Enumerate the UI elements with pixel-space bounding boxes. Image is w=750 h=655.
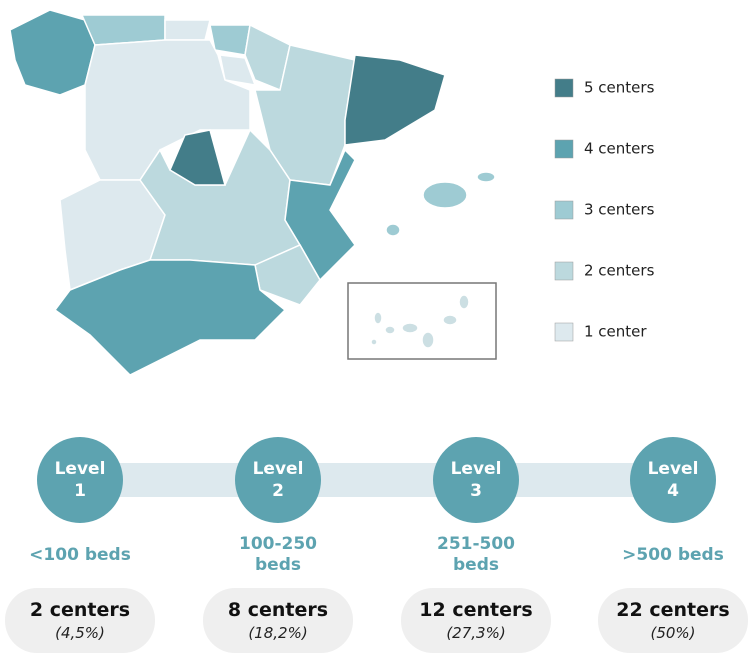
centers-pill: 12 centers (27,3%) [401, 588, 551, 653]
region [344, 54, 446, 146]
map: 5 centers 4 centers 3 centers 2 centers 1 ce… [9, 9, 655, 376]
region [284, 148, 356, 282]
legend-swatch [554, 200, 574, 220]
level-number: 4 [667, 481, 679, 501]
legend-label: 4 centers [584, 140, 655, 158]
inset-frame [347, 282, 497, 360]
region [53, 259, 287, 376]
centers-percent: (50%) [650, 624, 696, 642]
legend-label: 3 centers [584, 201, 655, 219]
legend-swatch [554, 139, 574, 159]
canary-islands [370, 294, 470, 349]
legend-label: 1 center [584, 323, 647, 341]
level-column: Level 3 251-500 beds 12 centers (27,3%) [391, 430, 561, 653]
legend-label: 5 centers [584, 79, 655, 97]
legend: 5 centers 4 centers 3 centers 2 centers 1 ce… [554, 78, 655, 342]
level-circle: Level 4 [630, 437, 716, 523]
level-label: Level [450, 459, 502, 479]
legend-swatch [554, 78, 574, 98]
legend-swatch [554, 261, 574, 281]
level-column: Level 4 >500 beds 22 centers (50%) [588, 430, 750, 653]
island [476, 171, 496, 183]
centers-percent: (18,2%) [248, 624, 308, 642]
centers-percent: (27,3%) [446, 624, 506, 642]
level-column: Level 2 100-250 beds 8 centers (18,2%) [193, 430, 363, 653]
beds-range: 100-250 beds [238, 534, 318, 575]
levels: Level 1 <100 beds 2 centers (4,5%) Level 2 100-… [0, 430, 750, 655]
level-circle: Level 2 [235, 437, 321, 523]
island [385, 223, 401, 237]
level-circle: Level 1 [37, 437, 123, 523]
region [244, 23, 291, 92]
level-circle: Level 3 [433, 437, 519, 523]
beds-range: 251-500 beds [436, 534, 516, 575]
level-label: Level [647, 459, 699, 479]
region [169, 129, 226, 186]
level-number: 1 [74, 481, 86, 501]
centers-count: 2 centers [29, 599, 131, 621]
level-label: Level [54, 459, 106, 479]
centers-pill: 8 centers (18,2%) [203, 588, 353, 653]
beds-range: <100 beds [29, 544, 131, 565]
spain-map [9, 9, 497, 376]
legend-label: 2 centers [584, 262, 655, 280]
legend-swatch [554, 322, 574, 342]
region [84, 39, 251, 181]
level-column: Level 1 <100 beds 2 centers (4,5%) [0, 430, 165, 653]
level-number: 3 [470, 481, 482, 501]
centers-count: 22 centers [616, 599, 730, 621]
centers-pill: 2 centers (4,5%) [5, 588, 155, 653]
centers-count: 12 centers [419, 599, 533, 621]
centers-count: 8 centers [227, 599, 329, 621]
centers-pill: 22 centers (50%) [598, 588, 748, 653]
centers-percent: (4,5%) [55, 624, 105, 642]
region [9, 9, 96, 96]
beds-range: >500 beds [622, 544, 724, 565]
connector-bar [80, 463, 673, 497]
region [164, 19, 211, 41]
island [422, 181, 468, 209]
level-label: Level [252, 459, 304, 479]
level-number: 2 [272, 481, 284, 501]
